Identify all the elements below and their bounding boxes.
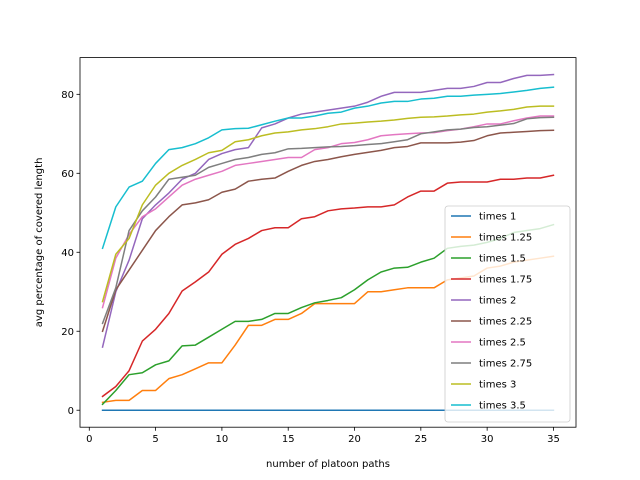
series-line-times-2-5 [101, 115, 555, 309]
x-axis-label: number of platoon paths [266, 459, 390, 470]
y-tick-label: 60 [61, 169, 74, 180]
series-line-times-1-75 [101, 174, 555, 398]
legend-label: times 1.25 [479, 233, 532, 244]
x-tick-label: 30 [481, 434, 494, 445]
y-tick-label: 20 [61, 327, 74, 338]
series-line-times-3 [101, 105, 555, 303]
series-layer [101, 73, 555, 411]
legend-label: times 3.5 [479, 401, 526, 412]
series-line-times-2-25 [101, 129, 555, 333]
x-tick-label: 10 [216, 434, 229, 445]
series-line-times-3-5 [101, 86, 555, 250]
legend-label: times 2.25 [479, 317, 532, 328]
x-tick-label: 25 [414, 434, 427, 445]
x-tick-label: 5 [152, 434, 158, 445]
legend-label: times 2 [479, 296, 516, 307]
y-axis-label: avg percentage of covered length [34, 158, 45, 328]
y-tick-label: 80 [61, 90, 74, 101]
y-tick-label: 0 [68, 406, 74, 417]
legend-label: times 1.75 [479, 275, 532, 286]
legend-label: times 3 [479, 380, 516, 391]
x-tick-label: 20 [348, 434, 361, 445]
legend-label: times 2.75 [479, 359, 532, 370]
x-tick-label: 35 [547, 434, 560, 445]
legend-label: times 2.5 [479, 338, 526, 349]
x-tick-label: 15 [282, 434, 295, 445]
legend-frame [444, 205, 571, 423]
legend: times 1 times 1.25 times 1.5 times 1.75 time… [444, 205, 571, 423]
series-line-times-2 [101, 73, 555, 348]
x-tick-label: 0 [86, 434, 92, 445]
series-line-times-2-75 [101, 116, 555, 325]
y-tick-label: 40 [61, 248, 74, 259]
ticks-layer: 0 5 10 15 20 25 30 35 0 20 40 60 80 [61, 90, 560, 445]
legend-label: times 1 [479, 212, 516, 223]
axes-frame [79, 57, 577, 428]
legend-label: times 1.5 [479, 254, 526, 265]
axes-layer [79, 57, 577, 428]
